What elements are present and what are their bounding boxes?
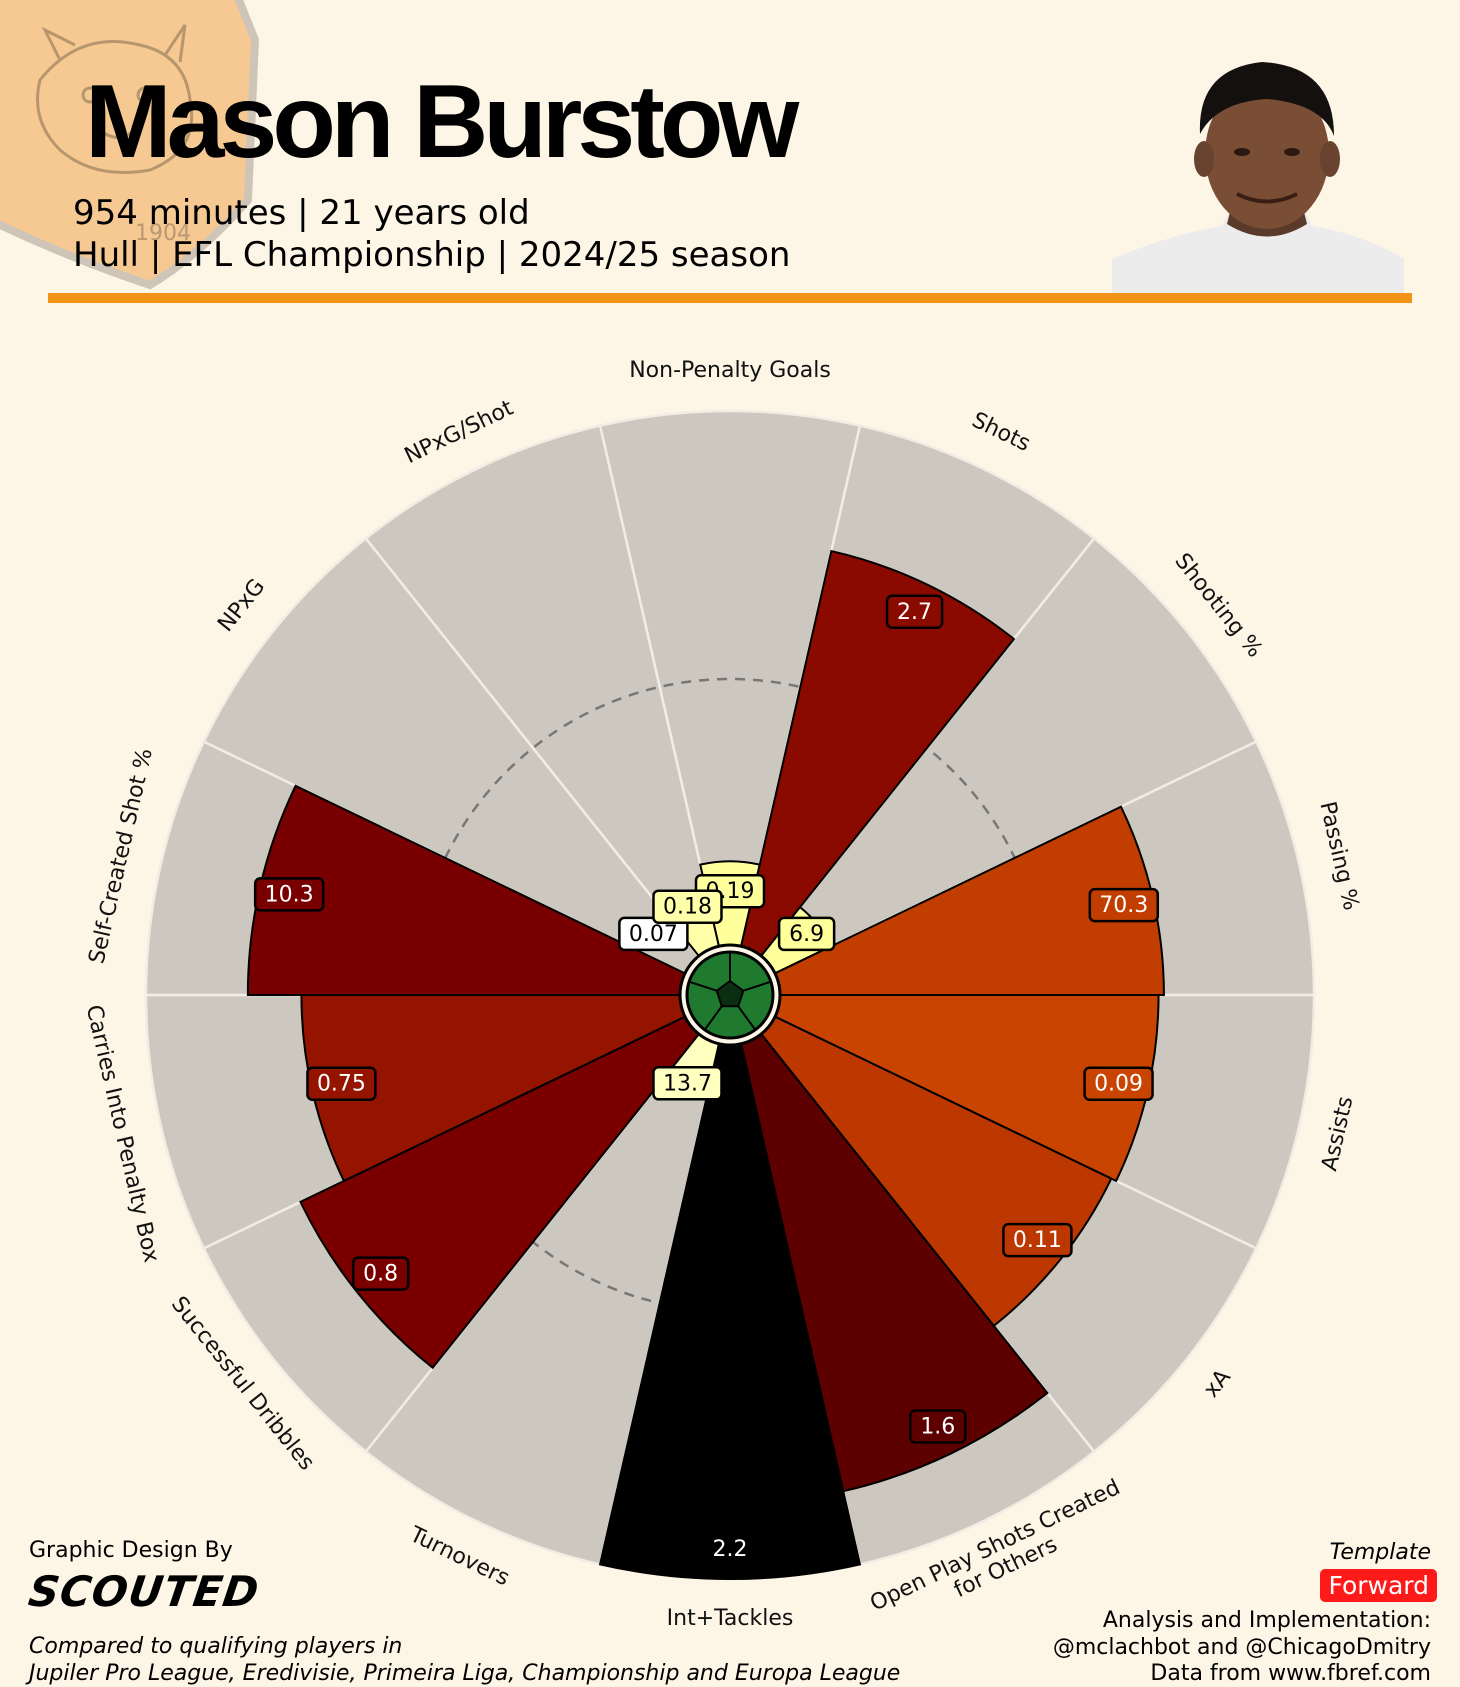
value-open-play-shots-created-for-others: 1.6 [909, 1409, 967, 1444]
svg-text:6.9: 6.9 [789, 922, 824, 947]
value-xa: 0.11 [1002, 1222, 1073, 1258]
value-shooting: 6.9 [777, 916, 836, 952]
value-self-created-shot: 10.3 [253, 877, 325, 912]
value-int-tackles: 2.2 [701, 1531, 759, 1567]
label-npxg: NPxG [213, 574, 270, 636]
value-npxg: 0.07 [618, 916, 689, 952]
comparison-note-line2: Jupiler Pro League, Eredivisie, Primeira… [29, 1661, 901, 1686]
svg-text:1.6: 1.6 [920, 1415, 955, 1440]
svg-text:0.11: 0.11 [1013, 1228, 1062, 1253]
player-photo [1112, 62, 1404, 294]
scouted-logo: SCOUTED [25, 1567, 263, 1616]
value-turnovers: 13.7 [652, 1066, 723, 1101]
label-shots: Shots [968, 408, 1034, 457]
value-badges: 0.192.76.970.30.090.111.62.213.70.80.751… [253, 594, 1160, 1567]
template-badge: Forward [1320, 1569, 1437, 1602]
svg-text:0.8: 0.8 [363, 1262, 398, 1287]
value-passing: 70.3 [1088, 887, 1160, 923]
football-icon [678, 943, 782, 1047]
svg-text:1904: 1904 [135, 221, 191, 246]
value-shots: 2.7 [885, 594, 944, 630]
label-int-tackles: Int+Tackles [667, 1606, 794, 1631]
svg-text:2.7: 2.7 [897, 600, 932, 625]
label-passing: Passing % [1314, 799, 1363, 912]
value-npxg-shot: 0.18 [652, 889, 723, 924]
header-divider [48, 293, 1412, 303]
label-assists: Assists [1317, 1094, 1358, 1173]
svg-text:0.18: 0.18 [663, 895, 712, 920]
svg-text:0.09: 0.09 [1094, 1072, 1143, 1097]
player-name-title: Mason Burstow [85, 64, 799, 180]
club-league-season-subtitle: Hull | EFL Championship | 2024/25 season [73, 235, 791, 275]
value-successful-dribbles: 0.8 [351, 1256, 410, 1291]
svg-text:70.3: 70.3 [1099, 893, 1148, 918]
club-crest-logo: 1904 [0, 0, 260, 290]
label-turnovers: Turnovers [405, 1522, 513, 1591]
label-self-created-shot: Self-Created Shot % [84, 746, 157, 966]
value-carries-into-penalty-box: 0.75 [306, 1066, 377, 1101]
svg-text:2.2: 2.2 [713, 1537, 748, 1562]
template-label: Template [1329, 1540, 1431, 1565]
svg-text:0.07: 0.07 [629, 922, 678, 947]
analysis-credit-line1: Analysis and Implementation: [1102, 1608, 1431, 1633]
data-source-credit: Data from www.fbref.com [1150, 1661, 1431, 1686]
value-assists: 0.09 [1083, 1066, 1154, 1101]
graphic-design-label: Graphic Design By [29, 1538, 233, 1563]
svg-text:10.3: 10.3 [265, 882, 314, 907]
label-non-penalty-goals: Non-Penalty Goals [629, 358, 831, 383]
svg-text:0.75: 0.75 [317, 1072, 366, 1097]
label-xa: xA [1199, 1365, 1236, 1403]
analysis-credit-line2: @mclachbot and @ChicagoDmitry [1052, 1635, 1431, 1660]
minutes-age-subtitle: 954 minutes | 21 years old [73, 193, 530, 233]
svg-text:13.7: 13.7 [663, 1071, 712, 1096]
comparison-note-line1: Compared to qualifying players in [29, 1634, 403, 1659]
